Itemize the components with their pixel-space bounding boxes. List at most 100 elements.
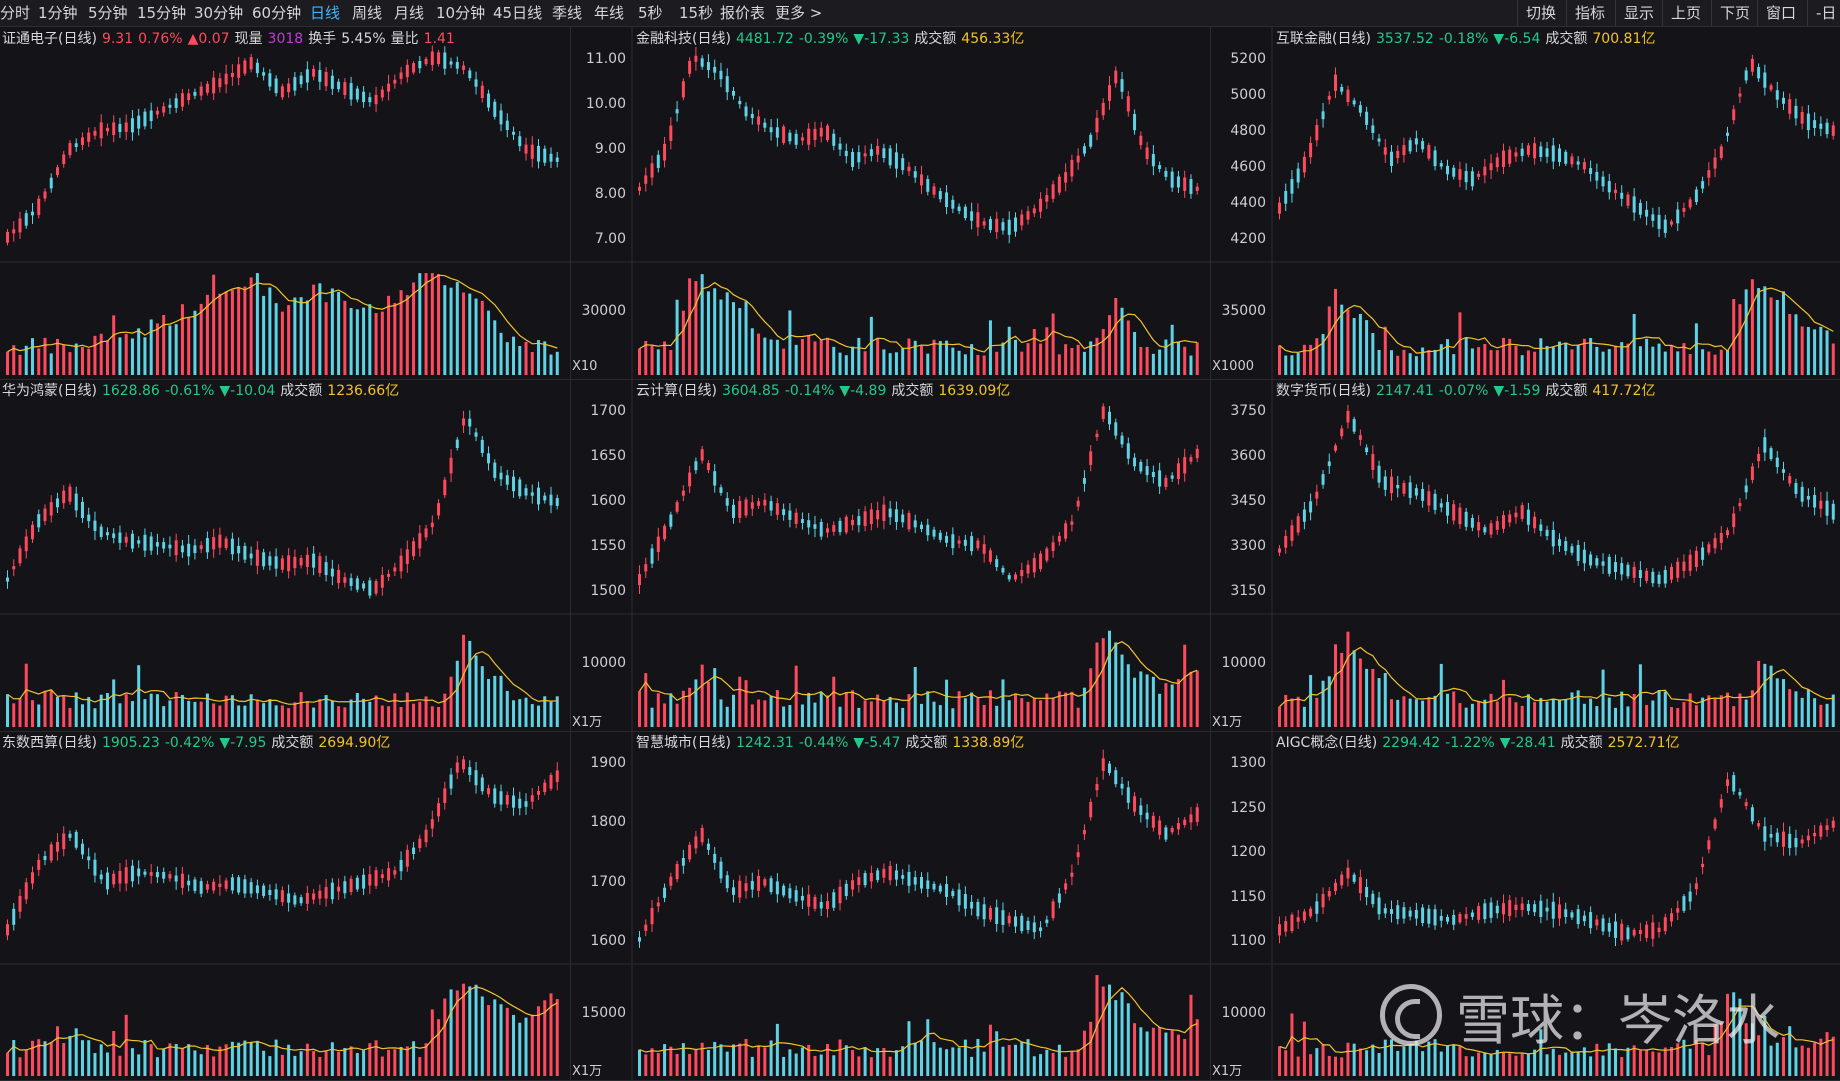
candle-body [268,556,272,566]
period-tab-2[interactable]: 5分钟 [88,4,128,22]
volume-ma-line [1279,646,1834,708]
candle-body [938,191,942,200]
volume-bar [399,707,403,727]
candle-body [1813,494,1817,508]
y-axis-tick-label: 11.00 [585,51,626,67]
candle-body [1365,447,1369,453]
candle-body [93,130,97,136]
candle-body [487,453,491,464]
volume-bar [901,348,905,375]
candle-body [920,174,923,186]
volume-bar [1744,699,1748,727]
volume-bar [957,350,961,375]
volume-bar [224,1044,228,1076]
volume-bar [174,1043,178,1076]
volume-bar [74,343,78,375]
volume-bar [174,692,178,727]
chart-panel-2[interactable]: 互联金融(日线) 3537.52 -0.18% ▼-6.54 成交额 700.81亿 520… [1210,27,1840,380]
period-tab-16[interactable]: 更多 > [775,4,823,22]
volume-bar [1082,1030,1086,1076]
extra-value: 1338.89亿 [952,735,1025,751]
period-tab-11[interactable]: 季线 [552,4,583,22]
index-price: 1628.86 [101,383,160,399]
candle-body [1632,566,1636,578]
candle-body [1663,219,1667,233]
candle-body [1377,897,1381,915]
period-tab-6[interactable]: 日线 [310,4,341,22]
toolbar-button-3[interactable]: 上页 [1662,0,1709,26]
candle-body [293,895,297,905]
watermark-text: 雪球：岑洛水 [1456,988,1780,1052]
volume-bar [262,1050,266,1076]
period-tab-1[interactable]: 1分钟 [38,4,78,22]
period-tab-10[interactable]: 45日线 [493,4,543,22]
toolbar-button-6[interactable]: -日 [1807,0,1840,26]
period-tab-8[interactable]: 月线 [394,4,425,22]
candle-body [262,552,266,567]
volume-bar [530,704,534,727]
period-tab-14[interactable]: 15秒 [679,4,714,22]
period-tab-3[interactable]: 15分钟 [137,4,187,22]
candle-body [794,890,798,902]
volume-bar [744,301,748,375]
toolbar-button-4[interactable]: 下页 [1711,0,1758,26]
chart-panel-0[interactable]: 证通电子(日线) 9.31 0.76% ▲0.07 现量 3018 换手 5.45% 量比 1.4… [0,27,571,380]
volume-bar [681,690,685,727]
chart-panel-4[interactable]: 云计算(日线) 3604.85 -0.14% ▼-4.89 成交额 1639.09亿 170… [570,379,1211,732]
toolbar-button-0[interactable]: 切换 [1517,0,1564,26]
candle-body [1676,908,1680,913]
volume-bar [93,335,97,375]
volume-bar [1358,1048,1362,1076]
candle-body [1576,545,1580,562]
period-tab-7[interactable]: 周线 [352,4,383,22]
candle-body [888,508,892,518]
period-tab-13[interactable]: 5秒 [638,4,663,22]
volume-bar [493,675,497,727]
volume-bar [318,699,322,727]
chart-panel-1[interactable]: 金融科技(日线) 4481.72 -0.39% ▼-17.33 成交额 456.33亿 11… [570,27,1211,380]
period-tab-9[interactable]: 10分钟 [436,4,486,22]
toolbar-button-2[interactable]: 显示 [1615,0,1662,26]
period-tab-15[interactable]: 报价表 [720,4,766,22]
period-tab-12[interactable]: 年线 [594,4,625,22]
volume-bar [1446,1045,1449,1076]
chart-panel-7[interactable]: 智慧城市(日线) 1242.31 -0.44% ▼-5.47 成交额 1338.89亿 19… [570,731,1211,1081]
chart-panel-6[interactable]: 东数西算(日线) 1905.23 -0.42% ▼-7.95 成交额 2694.90亿 [0,731,571,1081]
volume-bar [1278,345,1281,375]
chart-panel-3[interactable]: 华为鸿蒙(日线) 1628.86 -0.61% ▼-10.04 成交额 1236.66亿 [0,379,571,732]
chart-panel-5[interactable]: 数字货币(日线) 2147.41 -0.07% ▼-1.59 成交额 417.72亿 375… [1210,379,1840,732]
candle-body [1007,219,1011,235]
volume-bar [976,354,980,375]
candle-body [694,461,698,471]
candle-body [1520,148,1524,156]
candle-body [688,60,692,74]
toolbar-button-1[interactable]: 指标 [1566,0,1613,26]
period-tab-4[interactable]: 30分钟 [194,4,244,22]
period-tab-0[interactable]: 分时 [0,4,31,22]
volume-bar [1533,351,1537,375]
volume-bar [362,307,366,375]
candle-body [957,206,961,211]
volume-bar [1327,306,1331,375]
volume-bar [1064,1056,1068,1076]
candle-body [1396,150,1400,158]
volume-bar [1189,671,1193,727]
candle-body [1001,910,1005,925]
volume-bar [368,701,372,727]
volume-bar [555,696,559,727]
candle-body [43,855,47,861]
toolbar-button-5[interactable]: 窗口 [1757,0,1804,26]
candle-body [1296,516,1300,533]
volume-bar [1508,697,1512,727]
candle-body [180,545,184,553]
chart-panel-8[interactable]: AIGC概念(日线) 2294.42 -1.22% ▼-28.41 成交额 2572.71… [1210,731,1840,1081]
candle-body [1057,536,1061,542]
candle-body [87,514,91,522]
volume-bar [1576,1051,1580,1076]
period-tab-5[interactable]: 60分钟 [252,4,302,22]
candle-body [1176,463,1180,479]
candle-body [30,872,34,884]
y-axis-tick-label: 4800 [1230,123,1266,139]
candle-body [1278,548,1281,553]
candle-body [857,516,861,526]
